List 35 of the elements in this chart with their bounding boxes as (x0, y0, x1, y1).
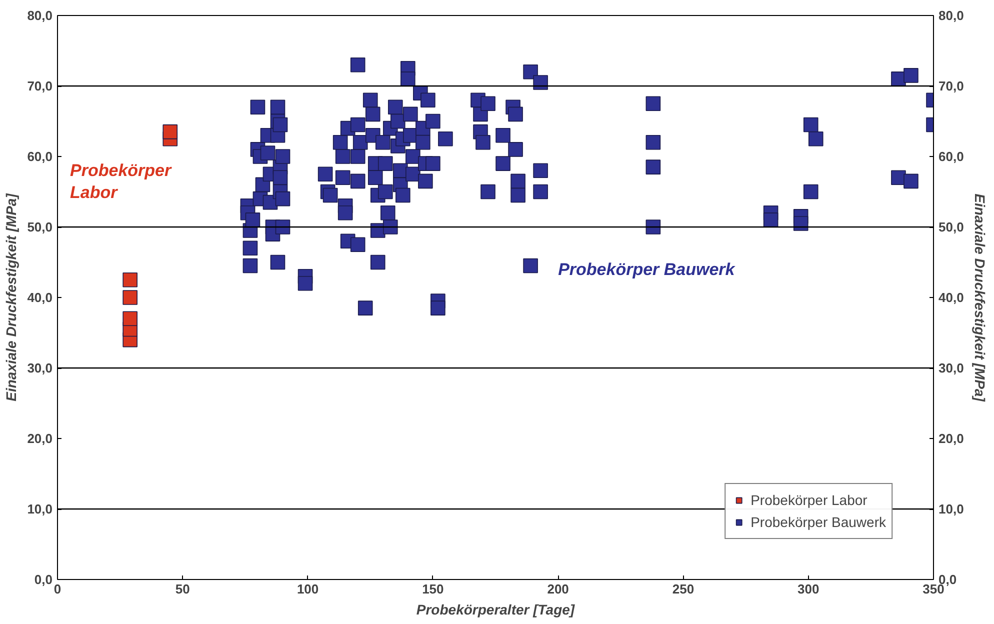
x-tick-label: 300 (798, 582, 820, 596)
point (122, 290, 138, 305)
y2-tick-label: 50,0 (938, 220, 964, 234)
x-axis-title: Probekörperalter [Tage] (416, 602, 576, 618)
y2-tick-label: 30,0 (938, 360, 964, 376)
x-tick-label: 50 (175, 582, 190, 596)
x-tick-label: 250 (672, 582, 694, 596)
y2-axis-title: Einaxiale Druckfestigkeit [MPa] (972, 194, 988, 403)
y-tick-label: 50,0 (27, 220, 53, 234)
y-axis-title: Einaxiale Druckfestigkeit [MPa] (3, 192, 20, 402)
x-tick-label: 100 (296, 582, 319, 596)
y2-tick-label: 10,0 (938, 502, 964, 516)
x-tick-label: 0 (54, 582, 62, 596)
y-tick-label: 30,0 (27, 360, 53, 376)
y-tick-label: 60,0 (27, 149, 53, 164)
y2-tick-label: 70,0 (938, 78, 964, 94)
y2-tick-label: 40,0 (938, 290, 964, 305)
point (122, 272, 138, 288)
annotation: Probekörper Labor (70, 161, 172, 202)
annotation: Probekörper Bauwerk (558, 260, 736, 279)
legend-label: Probekörper Labor (750, 492, 868, 508)
y-tick-label: 0,0 (34, 572, 53, 587)
y-tick-label: 40,0 (27, 290, 53, 305)
x-tick-label: 150 (422, 582, 444, 596)
point (162, 124, 178, 140)
y-tick-label: 10,0 (27, 502, 53, 516)
legend-label: Probekörper Bauwerk (750, 514, 886, 530)
y2-tick-label: 20,0 (938, 431, 964, 446)
y-tick-label: 70,0 (27, 78, 53, 94)
y-tick-label: 20,0 (27, 431, 53, 446)
y-tick-label: 80,0 (27, 8, 53, 23)
point (122, 311, 138, 326)
y2-tick-label: 80,0 (938, 8, 964, 23)
y2-tick-label: 60,0 (938, 149, 964, 164)
x-tick-label: 200 (547, 582, 569, 596)
